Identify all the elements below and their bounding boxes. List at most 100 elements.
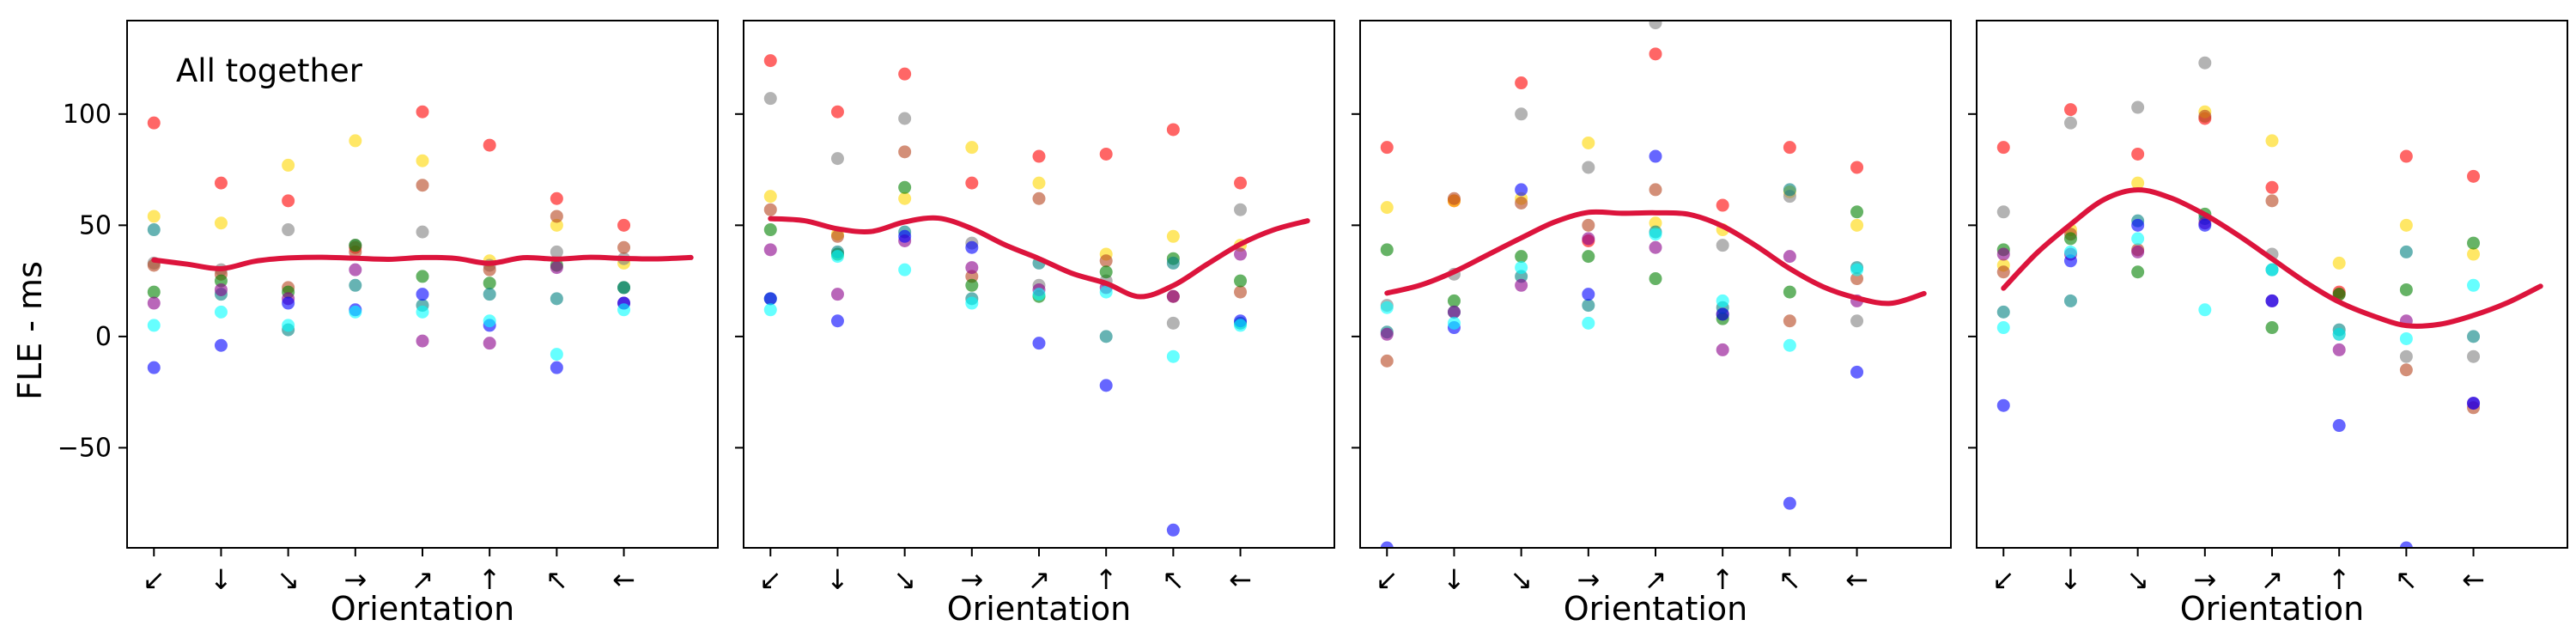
data-point-blue (2265, 294, 2279, 307)
data-point-blue (1380, 541, 1394, 548)
data-point-teal (1783, 183, 1796, 197)
data-point-purple (1515, 278, 1528, 292)
data-point-cyan (1447, 316, 1461, 330)
x-tick-label: ↑ (1095, 563, 1118, 596)
x-tick-label: ↖ (2395, 563, 2418, 596)
data-point-cyan (214, 305, 228, 319)
data-point-blue (763, 292, 777, 306)
data-point-gold (1649, 216, 1662, 230)
data-point-teal (1582, 299, 1595, 313)
panel-2: ↙ ↓ ↘ → ↗ ↑ ↖ ← Orientation (735, 20, 1335, 628)
data-point-gray (550, 245, 563, 258)
x-axis-label: Orientation (1564, 590, 1748, 628)
data-point-gold (147, 210, 161, 223)
data-point-green (763, 223, 777, 237)
data-point-green (1850, 205, 1864, 219)
data-point-cyan (550, 348, 563, 361)
data-point-cyan (1649, 228, 1662, 241)
x-tick-label: ↑ (2328, 563, 2351, 596)
data-point-cyan (1099, 285, 1113, 299)
data-point-gold (282, 158, 295, 172)
data-point-teal (147, 223, 161, 237)
y-tick-label: 50 (79, 210, 112, 240)
data-point-sienna (1380, 354, 1394, 368)
data-point-sienna (483, 263, 496, 276)
data-point-sienna (617, 240, 631, 254)
data-point-blue (2131, 218, 2145, 232)
data-point-gold (349, 134, 362, 148)
data-point-red (2131, 147, 2145, 161)
data-point-sienna (1032, 191, 1046, 205)
data-point-gray (2399, 349, 2413, 363)
data-point-purple (214, 283, 228, 296)
y-axis-label: FLE - ms (11, 261, 49, 400)
data-point-sienna (830, 229, 844, 243)
panel-frame (743, 20, 1335, 549)
data-point-green (147, 285, 161, 299)
data-point-purple (2131, 245, 2145, 258)
data-point-gold (1032, 176, 1046, 190)
x-tick-label: ↘ (2126, 563, 2149, 596)
data-point-red (1649, 47, 1662, 61)
data-point-red (214, 176, 228, 190)
data-point-purple (416, 334, 429, 348)
data-point-cyan (2332, 327, 2346, 341)
data-point-cyan (1380, 301, 1394, 314)
data-point-gray (1166, 316, 1180, 330)
data-point-teal (617, 281, 631, 295)
data-point-blue (2198, 218, 2212, 232)
data-point-sienna (1996, 265, 2010, 279)
data-point-blue (147, 361, 161, 374)
data-point-teal (483, 288, 496, 301)
data-point-red (898, 67, 912, 81)
data-point-blue (282, 296, 295, 310)
data-point-gray (1234, 203, 1248, 216)
data-point-purple (1582, 232, 1595, 246)
x-tick-label: ↗ (411, 563, 434, 596)
data-point-green (1783, 285, 1796, 299)
data-point-red (1850, 161, 1864, 174)
panels: −50 0 50 100 ↙ ↓ ↘ → ↗ ↑ ↖ ← Orientation All together… (58, 20, 2568, 628)
data-point-red (1380, 141, 1394, 155)
data-point-red (1996, 141, 2010, 155)
data-point-red (550, 191, 563, 205)
panel-frame (126, 20, 719, 549)
data-point-teal (1166, 256, 1180, 270)
data-point-green (1447, 294, 1461, 307)
data-point-purple (1166, 289, 1180, 303)
data-point-cyan (2399, 331, 2413, 345)
x-tick-label: ↙ (1992, 563, 2015, 596)
x-tick-label: ↓ (1443, 563, 1466, 596)
data-point-blue (1032, 337, 1046, 350)
x-tick-label: ← (1845, 563, 1868, 596)
data-point-green (2399, 283, 2413, 296)
data-point-cyan (2063, 245, 2077, 258)
data-point-gold (898, 191, 912, 205)
data-point-cyan (2198, 303, 2212, 317)
data-points (1380, 21, 1927, 548)
data-point-gray (2467, 349, 2481, 363)
data-point-blue (1515, 183, 1528, 197)
data-point-teal (349, 278, 362, 292)
data-point-cyan (763, 303, 777, 317)
data-point-gray (763, 92, 777, 106)
data-point-blue (1649, 149, 1662, 163)
data-point-purple (1716, 343, 1729, 356)
data-points (763, 54, 1310, 537)
data-point-sienna (2265, 194, 2279, 208)
data-point-red (617, 218, 631, 232)
data-point-purple (965, 261, 979, 275)
data-point-gray (830, 152, 844, 166)
data-point-gold (2399, 218, 2413, 232)
x-tick-label: ↙ (759, 563, 782, 596)
data-point-gray (416, 225, 429, 239)
data-point-red (2467, 169, 2481, 183)
x-tick-label: → (343, 563, 367, 596)
data-point-red (1234, 176, 1248, 190)
data-point-red (830, 105, 844, 118)
fit-curve (151, 254, 694, 271)
data-point-green (416, 270, 429, 283)
data-point-teal (1515, 270, 1528, 283)
data-point-sienna (2399, 363, 2413, 377)
data-point-gray (1996, 205, 2010, 219)
